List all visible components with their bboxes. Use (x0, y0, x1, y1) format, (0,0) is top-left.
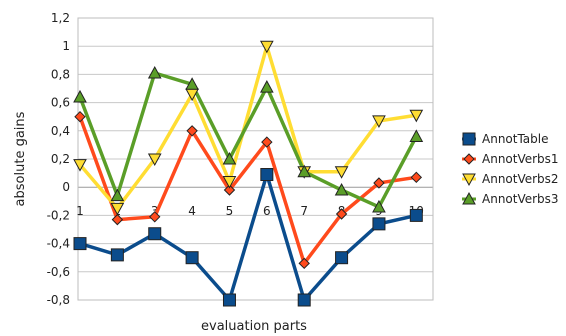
data-point-marker (222, 176, 237, 189)
data-point-marker (185, 251, 199, 265)
data-point-marker (298, 257, 310, 270)
x-tick-label: 5 (226, 204, 234, 218)
x-tick-label: 1 (76, 204, 84, 218)
data-point-marker (222, 293, 236, 307)
y-axis-title: absolute gains (13, 111, 28, 206)
data-point-marker (372, 199, 386, 213)
y-tick-label: -0,8 (47, 293, 70, 307)
y-tick-label: 1 (62, 39, 70, 53)
data-point-marker (110, 188, 125, 202)
series-markers (73, 40, 424, 307)
y-tick-label: 0,4 (51, 124, 70, 138)
y-tick-label: 0,6 (51, 96, 70, 110)
data-point-marker (259, 40, 274, 54)
data-point-marker (222, 151, 237, 165)
data-point-marker (297, 293, 311, 307)
data-point-marker (463, 153, 475, 165)
data-point-marker (373, 177, 385, 189)
series-lines (78, 44, 418, 302)
data-point-marker (334, 166, 349, 179)
data-point-marker (185, 77, 199, 90)
data-point-marker (462, 191, 476, 205)
data-point-marker (110, 248, 124, 262)
y-tick-label: -0,4 (47, 237, 70, 251)
y-tick-label: 0,2 (51, 152, 70, 166)
data-point-marker (409, 208, 423, 222)
data-point-marker (259, 80, 274, 93)
y-tick-label: 1,2 (51, 11, 70, 25)
y-tick-label: 0,8 (51, 67, 70, 81)
data-point-marker (462, 173, 476, 187)
x-tick-label: 7 (300, 204, 308, 218)
y-tick-labels: -0,8 -0,6 -0,4 -0,2 0 0,2 0,4 0,6 0,8 1 1,2 (47, 11, 70, 307)
x-tick-label: 4 (188, 204, 196, 218)
x-tick-label: 6 (263, 204, 271, 218)
legend-label: AnnotTable (482, 132, 549, 146)
legend: AnnotTable AnnotVerbs1 AnnotVerbs2 AnnotVer… (462, 132, 559, 206)
data-point-marker (334, 182, 349, 196)
data-point-marker (73, 159, 87, 172)
data-point-marker (149, 211, 161, 223)
data-point-marker (223, 184, 236, 196)
data-point-marker (335, 251, 349, 265)
data-point-marker (74, 110, 86, 123)
data-point-marker (372, 217, 386, 231)
data-point-marker (297, 164, 312, 178)
y-tick-label: 0 (62, 180, 70, 194)
data-point-marker (73, 237, 87, 251)
legend-label: AnnotVerbs2 (482, 172, 559, 186)
legend-label: AnnotVerbs1 (482, 152, 559, 166)
data-point-marker (73, 89, 87, 103)
data-point-marker (260, 168, 274, 182)
data-point-marker (335, 208, 348, 220)
data-point-marker (409, 109, 424, 123)
data-point-marker (147, 153, 162, 167)
legend-label: AnnotVerbs3 (482, 192, 559, 206)
data-point-marker (462, 132, 476, 146)
data-point-marker (186, 125, 198, 137)
data-point-marker (372, 115, 386, 128)
data-point-marker (261, 136, 273, 148)
data-point-marker (147, 65, 162, 79)
data-point-marker (409, 129, 424, 142)
series-line (78, 44, 417, 211)
data-point-marker (110, 202, 125, 216)
data-point-marker (111, 213, 124, 226)
data-point-marker (148, 227, 162, 241)
data-point-marker (410, 171, 423, 184)
x-axis-title: evaluation parts (201, 319, 307, 334)
series-line (78, 71, 418, 209)
y-tick-label: -0,2 (47, 208, 70, 222)
y-tick-label: -0,6 (47, 265, 70, 279)
plot-border (77, 17, 434, 301)
series-line (79, 172, 417, 302)
